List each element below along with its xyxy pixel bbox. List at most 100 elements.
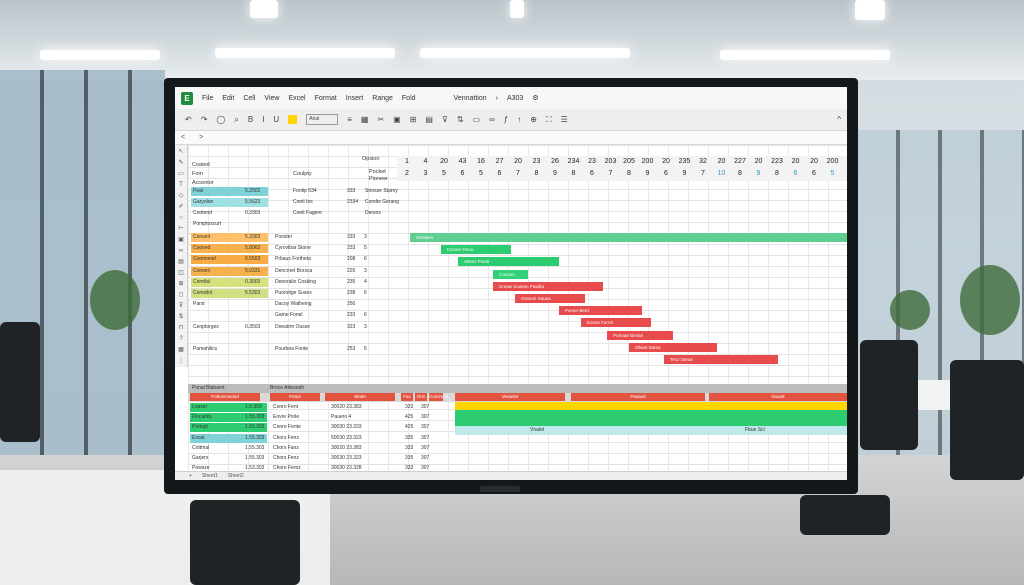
bottom-row-date: Pauero 4 [331,414,352,421]
sheet-tab-1[interactable]: Sheet1 [201,473,218,479]
row-label: Pomptoscurt [193,221,222,227]
note-icon[interactable]: ▤ [178,259,184,265]
more-icon[interactable]: ⋮ [178,358,184,364]
task-label: Parst [193,301,205,308]
sheet-tab-2[interactable]: Sheet2 [227,473,244,479]
link-icon[interactable]: ∞ [178,248,184,254]
share-icon[interactable]: ⊕ [530,115,537,124]
app-logo-icon[interactable]: E [181,91,193,105]
day-number: 16 [477,158,485,165]
underline-icon[interactable]: U [273,115,280,124]
header-pocket: Pocket Pioneer [369,169,388,182]
comment-icon[interactable]: ▭ [472,115,481,124]
cut-icon[interactable]: ✂ [377,115,385,124]
day-number: 8 [775,170,779,177]
cursor-icon[interactable]: ↖ [178,149,184,155]
sort-icon[interactable]: ⇅ [456,115,464,124]
day-number: 20 [754,158,763,165]
chart-icon[interactable]: ◫ [178,270,184,276]
menu-cell[interactable]: Cell [243,94,256,102]
zoom-icon[interactable]: ◯ [216,115,226,124]
formula-value[interactable]: > [199,134,204,141]
sort-icon[interactable]: ⇅ [178,314,184,320]
gantt-bar: Stiens Ponis [458,257,559,267]
ruler-icon[interactable]: ⊢ [178,226,184,232]
bottom-row-b: 307 [421,434,430,441]
row-label: Garyolon [191,198,268,207]
task-num: 6 [364,256,367,263]
grid-icon[interactable]: ▦ [178,347,184,353]
fullscreen-icon[interactable]: ⛶ [545,114,552,124]
search-icon[interactable]: ⌕ [234,114,239,124]
align-icon[interactable]: ≡ [347,115,352,124]
filter-icon[interactable]: ⊽ [178,303,184,309]
task-code: 253 [347,346,356,352]
row-name: Coeit Fagere [293,210,322,216]
cell-reference[interactable]: < [181,134,186,141]
bottom-row-date: 30020 23.383 [331,404,362,410]
chair [190,500,300,585]
filter-icon[interactable]: ⊽ [441,115,448,124]
lasso-icon[interactable]: ○ [179,215,183,221]
pen-icon[interactable]: ✎ [178,160,184,166]
text-color-icon[interactable] [288,115,298,124]
task-value: 5.0331 [245,267,261,274]
menu-range[interactable]: Range [372,94,393,102]
image-icon[interactable]: ▣ [178,237,184,243]
menu-edit[interactable]: Edit [222,94,235,102]
function-icon[interactable]: ƒ [503,115,509,124]
settings-icon[interactable]: ⚙ [532,95,539,102]
bottom-table-header: Ponal Blatoent Broce Attesrath [188,384,847,394]
add-sheet-button[interactable]: + [189,473,192,479]
task-name: Doeatrm Ousse [275,323,311,330]
text-icon[interactable]: T [179,182,183,188]
chevron-up-icon[interactable]: ^ [837,115,841,124]
day-number: 10 [717,170,726,177]
day-number: 32 [699,158,707,165]
row-value: 5.2502 [245,188,261,194]
border-icon[interactable]: ▦ [360,115,369,124]
font-select[interactable]: Arial [306,114,339,125]
chart-icon[interactable]: ▤ [425,115,433,124]
share-icon[interactable]: › [495,94,498,102]
menu-format[interactable]: Format [314,94,337,102]
band-label: Vnalet [530,427,545,433]
menu-insert[interactable]: Insert [345,94,364,102]
pin-icon[interactable]: ↑ [517,115,522,124]
day-number: 200 [826,158,839,165]
italic-icon[interactable]: I [262,115,265,124]
help-icon[interactable]: ? [179,336,183,342]
task-name: Cyrovibar Stone [275,245,311,252]
header-coated: Coated [192,162,210,168]
comment-icon[interactable]: ◻ [178,292,184,298]
row-value: 5.5623 [245,199,261,205]
bold-icon[interactable]: B [247,115,254,124]
link-icon[interactable]: ∞ [489,115,495,124]
bottom-row-label: Exoal [190,433,267,443]
grid-icon[interactable]: ⊞ [409,115,417,124]
chair [950,360,1024,480]
menu-excel[interactable]: Excel [288,94,306,102]
image-icon[interactable]: ▣ [393,115,401,124]
bottom-row-date: 30030 23.328 [331,465,362,472]
day-number: 5 [442,170,446,177]
bottom-row-name: Chore Fernz [273,465,301,472]
eraser-icon[interactable]: ◇ [178,193,184,199]
ceiling-light [720,50,890,60]
redo-icon[interactable]: ↷ [200,115,208,124]
task-label: Conseil [191,266,268,276]
menu-fold[interactable]: Fold [401,94,416,102]
menu-file[interactable]: File [202,94,214,102]
lock-icon[interactable]: ⊓ [178,325,184,331]
shape-icon[interactable]: ▭ [178,171,184,177]
bottom-row-a: 333 [405,444,414,451]
task-value: 5.8062 [245,245,261,252]
menu-view[interactable]: View [264,94,280,102]
subheader-cell: Veraelnt [455,393,565,401]
highlighter-icon[interactable]: ✐ [178,204,184,210]
gantt-bar: Orarum Sauea [515,294,586,303]
day-number: 43 [458,158,467,165]
table-icon[interactable]: ⊞ [178,281,184,287]
menu-icon[interactable]: ☰ [560,115,568,124]
undo-icon[interactable]: ↶ [185,115,192,124]
